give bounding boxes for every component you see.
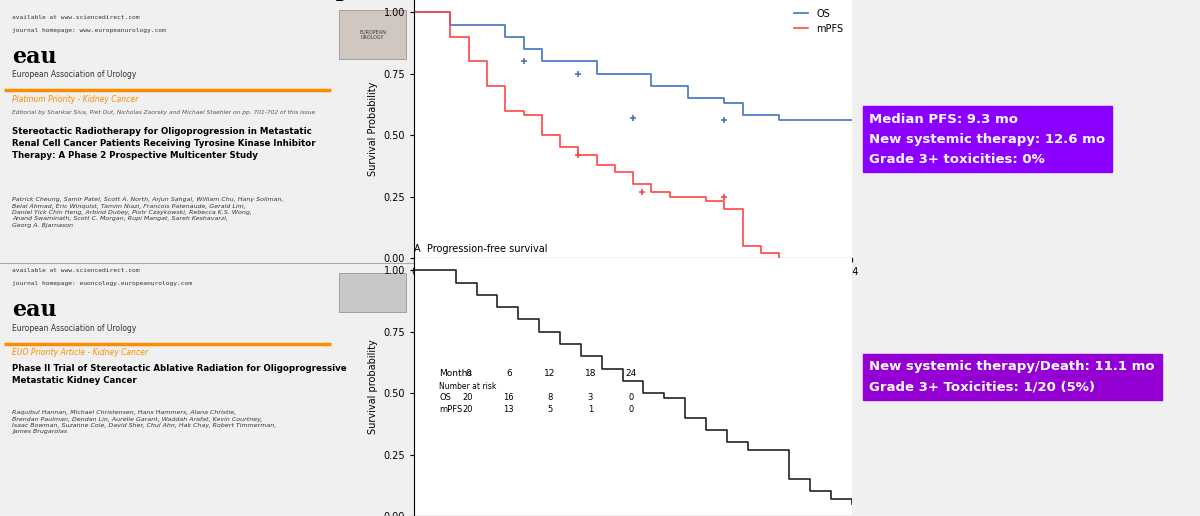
Text: 3: 3 bbox=[588, 393, 593, 402]
Text: EUO Priority Article - Kidney Cancer: EUO Priority Article - Kidney Cancer bbox=[12, 348, 149, 357]
Text: European Association of Urology: European Association of Urology bbox=[12, 324, 137, 332]
Y-axis label: Survival probability: Survival probability bbox=[367, 340, 378, 434]
Text: mPFS: mPFS bbox=[439, 405, 462, 413]
Text: journal homepage: euoncology.europeanurology.com: journal homepage: euoncology.europeanuro… bbox=[12, 281, 192, 286]
Text: 0: 0 bbox=[629, 393, 634, 402]
Text: A  Progression-free survival: A Progression-free survival bbox=[414, 245, 547, 254]
Text: 13: 13 bbox=[504, 405, 514, 413]
Text: 20: 20 bbox=[463, 405, 473, 413]
Text: available at www.sciencedirect.com: available at www.sciencedirect.com bbox=[12, 268, 140, 273]
Text: Editorial by Shankar Siva, Piet Out, Nicholas Zaorsky and Michael Staehler on pp: Editorial by Shankar Siva, Piet Out, Nic… bbox=[12, 110, 316, 115]
Text: eau: eau bbox=[12, 299, 58, 321]
Text: Months: Months bbox=[439, 369, 473, 378]
Text: European Association of Urology: European Association of Urology bbox=[12, 70, 137, 78]
Text: eau: eau bbox=[12, 46, 58, 69]
Text: 18: 18 bbox=[584, 369, 596, 378]
Text: New systemic therapy/Death: 11.1 mo
Grade 3+ Toxicities: 1/20 (5%): New systemic therapy/Death: 11.1 mo Grad… bbox=[869, 360, 1156, 393]
Text: 8: 8 bbox=[547, 393, 552, 402]
Text: B: B bbox=[335, 0, 346, 4]
Text: Phase II Trial of Stereotactic Ablative Radiation for Oligoprogressive
Metastati: Phase II Trial of Stereotactic Ablative … bbox=[12, 364, 347, 384]
Text: 12: 12 bbox=[544, 369, 556, 378]
Text: OS: OS bbox=[439, 393, 451, 402]
Text: Raquibul Hannan, Michael Christensen, Hans Hammers, Alana Christie,
Brendan Paul: Raquibul Hannan, Michael Christensen, Ha… bbox=[12, 410, 277, 434]
Text: 20: 20 bbox=[463, 393, 473, 402]
Y-axis label: Survival Probability: Survival Probability bbox=[367, 82, 378, 176]
Text: Patrick Cheung, Samir Patel, Scott A. North, Arjun Sahgal, William Chu, Hany Sol: Patrick Cheung, Samir Patel, Scott A. No… bbox=[12, 197, 284, 228]
Text: journal homepage: www.europeanurology.com: journal homepage: www.europeanurology.co… bbox=[12, 28, 166, 34]
Text: Median PFS: 9.3 mo
New systemic therapy: 12.6 mo
Grade 3+ toxicities: 0%: Median PFS: 9.3 mo New systemic therapy:… bbox=[869, 113, 1105, 166]
Text: 0: 0 bbox=[629, 405, 634, 413]
FancyBboxPatch shape bbox=[340, 10, 406, 59]
Text: 6: 6 bbox=[506, 369, 511, 378]
Text: 24: 24 bbox=[625, 369, 637, 378]
Text: 0: 0 bbox=[466, 369, 470, 378]
Legend: OS, mPFS: OS, mPFS bbox=[790, 5, 847, 38]
FancyBboxPatch shape bbox=[340, 273, 406, 312]
Text: 5: 5 bbox=[547, 405, 552, 413]
Text: 1: 1 bbox=[588, 405, 593, 413]
Text: Number at risk: Number at risk bbox=[439, 382, 497, 391]
Text: Platinum Priority - Kidney Cancer: Platinum Priority - Kidney Cancer bbox=[12, 95, 139, 104]
Text: available at www.sciencedirect.com: available at www.sciencedirect.com bbox=[12, 15, 140, 21]
Text: Stereotactic Radiotherapy for Oligoprogression in Metastatic
Renal Cell Cancer P: Stereotactic Radiotherapy for Oligoprogr… bbox=[12, 127, 316, 160]
Text: EUROPEAN
UROLOGY: EUROPEAN UROLOGY bbox=[359, 30, 386, 40]
Text: 16: 16 bbox=[504, 393, 514, 402]
